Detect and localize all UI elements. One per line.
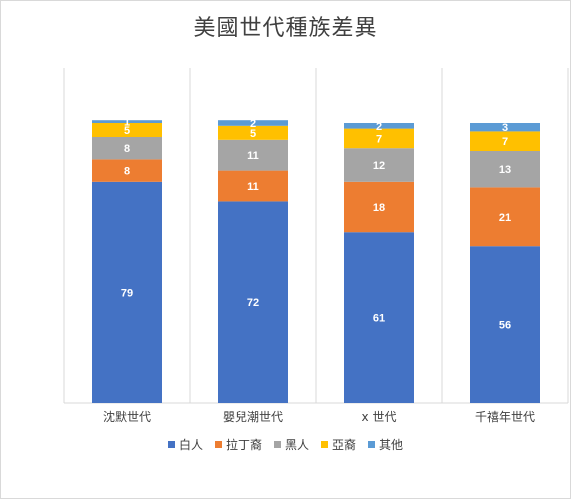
bar-segment — [344, 128, 414, 149]
data-label: 61 — [373, 313, 385, 325]
bar-segment — [218, 201, 288, 403]
category-label: 沈默世代 — [103, 409, 151, 424]
data-label: 1 — [124, 117, 130, 129]
bar-segment — [470, 187, 540, 247]
bar-segment — [470, 151, 540, 188]
legend-label: 其他 — [379, 438, 404, 452]
bar-segment — [344, 123, 414, 129]
legend-swatch — [368, 441, 376, 448]
legend-swatch — [273, 441, 281, 448]
data-label: 5 — [250, 128, 256, 140]
legend-swatch — [321, 441, 328, 448]
bar-segment — [470, 131, 540, 151]
data-label: 7 — [502, 136, 508, 148]
bar-segment — [92, 120, 162, 123]
bars — [92, 120, 540, 403]
legend-label: 白人 — [178, 438, 203, 452]
data-label: 72 — [247, 297, 259, 309]
data-label: 3 — [502, 122, 508, 134]
category-label: 嬰兒潮世代 — [223, 409, 283, 424]
bar-segment — [92, 123, 162, 137]
bar-segment — [470, 246, 540, 403]
legend-label: 亞裔 — [332, 438, 357, 452]
category-label: x 世代 — [362, 410, 397, 424]
category-labels: 沈默世代 嬰兒潮世代 x 世代 千禧年世代 — [103, 409, 535, 424]
legend-label: 拉丁裔 — [225, 438, 262, 452]
bar-segment — [218, 170, 288, 202]
data-label: 11 — [247, 181, 259, 193]
data-label: 12 — [373, 160, 385, 172]
data-label: 8 — [124, 143, 130, 155]
legend-swatch — [214, 441, 222, 448]
bar-segment — [218, 139, 288, 171]
data-label: 5 — [124, 125, 130, 137]
data-label: 2 — [250, 118, 256, 130]
data-label: 11 — [247, 150, 259, 162]
data-label: 13 — [499, 164, 511, 176]
data-label: 21 — [499, 212, 511, 224]
bar-segment — [92, 137, 162, 160]
legend-item: 黑人 — [273, 436, 309, 453]
data-label: 8 — [124, 166, 130, 178]
bar-segment — [344, 232, 414, 403]
legend-item: 亞裔 — [321, 436, 356, 453]
bar-segment — [218, 125, 288, 140]
data-label: 18 — [373, 202, 385, 214]
data-label: 79 — [121, 287, 133, 299]
bar-segment — [470, 123, 540, 132]
legend-item: 拉丁裔 — [214, 436, 262, 453]
legend-label: 黑人 — [284, 438, 309, 452]
legend-swatch — [167, 441, 175, 448]
legend-item: 其他 — [368, 436, 403, 453]
data-label: 56 — [499, 320, 511, 332]
bar-segment — [344, 148, 414, 182]
legend-item: 白人 — [167, 436, 203, 453]
chart-title: 美國世代種族差異 — [193, 16, 378, 41]
bar-segment — [344, 181, 414, 233]
legend: 白人 拉丁裔 黑人 亞裔 其他 — [0, 436, 571, 453]
data-label: 7 — [376, 133, 382, 145]
bar-segment — [92, 181, 162, 403]
data-label: 2 — [376, 121, 382, 133]
bar-segment — [218, 120, 288, 126]
category-label: 千禧年世代 — [475, 410, 535, 424]
bar-segment — [92, 159, 162, 182]
